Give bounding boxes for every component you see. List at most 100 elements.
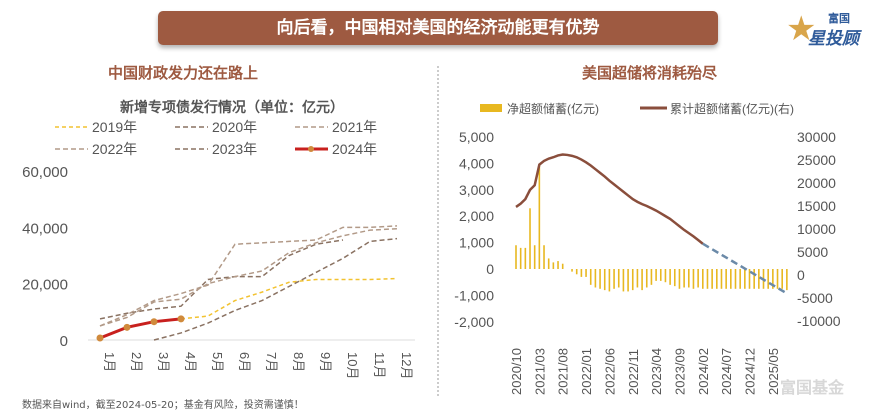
excess-savings-bar <box>547 258 550 269</box>
page-banner-title: 向后看，中国相对美国的经济动能更有优势 <box>158 11 718 45</box>
left-x-tick: 7月 <box>264 352 279 372</box>
legend-label: 2021年 <box>332 119 377 135</box>
right-chart-right-y-tick: 30000 <box>797 129 836 145</box>
excess-savings-bar <box>599 269 601 289</box>
right-x-tick: 2021/08 <box>556 348 571 395</box>
excess-savings-bar <box>533 245 536 269</box>
excess-savings-bar <box>786 269 788 291</box>
left-x-tick: 10月 <box>345 352 360 379</box>
brand-logo: ★ 富国 星投顾 <box>786 6 866 49</box>
right-chart-right-y-tick: -5000 <box>797 290 833 306</box>
series-line-2020年 <box>99 239 344 320</box>
right-chart-left-y-tick: -2,000 <box>454 314 494 330</box>
excess-savings-bar <box>772 269 774 289</box>
excess-savings-bar <box>748 269 751 289</box>
excess-savings-bar <box>631 269 634 291</box>
right-chart-right-y-tick: 5000 <box>797 244 828 260</box>
legend-label: 2020年 <box>212 119 257 135</box>
excess-savings-bar <box>706 269 709 289</box>
excess-savings-bar <box>687 269 690 288</box>
data-point-2024 <box>177 315 185 323</box>
excess-savings-bar <box>702 269 704 289</box>
right-chart-right-y-tick: 20000 <box>797 175 836 191</box>
excess-savings-bar <box>683 269 685 288</box>
right-chart-right-y-tick: -10000 <box>797 313 841 329</box>
left-x-tick: 4月 <box>183 352 198 372</box>
excess-savings-bar <box>561 263 564 269</box>
excess-savings-bar <box>538 166 541 269</box>
left-y-tick: 40,000 <box>22 220 68 237</box>
right-chart-right-y-tick: 10000 <box>797 221 836 237</box>
right-x-tick: 2025/05 <box>766 348 781 395</box>
excess-savings-bar <box>753 269 755 289</box>
logo-text-top: 富国 <box>828 12 850 25</box>
excess-savings-bar <box>776 269 779 289</box>
excess-savings-bar <box>664 269 667 283</box>
excess-savings-bar <box>608 269 611 292</box>
left-x-tick: 8月 <box>291 352 306 372</box>
excess-savings-bar <box>697 269 699 288</box>
excess-savings-bar <box>730 269 732 289</box>
excess-savings-bar <box>519 247 522 269</box>
right-x-tick: 2024/02 <box>696 348 711 395</box>
left-x-tick: 9月 <box>318 352 333 372</box>
legend-label: 2024年 <box>332 141 377 157</box>
excess-savings-bar <box>594 269 597 288</box>
legend-bar-swatch <box>480 104 502 112</box>
legend-label: 2023年 <box>212 141 257 157</box>
excess-savings-bar <box>734 269 737 289</box>
right-chart-left-y-tick: 4,000 <box>459 155 494 171</box>
right-x-tick: 2023/09 <box>672 348 687 395</box>
excess-savings-bar <box>515 245 517 269</box>
left-x-tick: 1月 <box>102 352 117 372</box>
right-chart-left-y-tick: 1,000 <box>459 235 494 251</box>
excess-savings-bar <box>627 269 629 292</box>
legend-line-label: 累计超额储蓄(亿元)(右) <box>670 101 794 116</box>
right-chart-left-y-tick: 2,000 <box>459 208 494 224</box>
right-x-tick: 2022/06 <box>602 348 617 395</box>
legend-marker <box>308 146 314 152</box>
excess-savings-bar <box>692 269 695 289</box>
left-chart-title: 新增专项债发行情况（单位：亿元） <box>120 99 344 115</box>
right-chart-right-y-tick: 25000 <box>797 152 836 168</box>
left-y-tick: 20,000 <box>22 277 68 294</box>
logo-text-bottom: 星投顾 <box>808 29 859 49</box>
right-x-tick: 2024/12 <box>743 348 758 395</box>
watermark: 富国基金 <box>780 378 845 397</box>
left-x-tick: 6月 <box>237 352 252 372</box>
right-chart-right-y-tick: 0 <box>797 267 805 283</box>
right-chart-left-y-tick: 5,000 <box>459 129 494 145</box>
excess-savings-bar <box>744 269 746 289</box>
legend-label: 2019年 <box>92 119 137 135</box>
excess-savings-bar <box>552 262 555 269</box>
excess-savings-bar <box>650 269 653 285</box>
excess-savings-bar <box>758 269 760 289</box>
series-line-2024年 <box>99 317 182 340</box>
legend-label: 2022年 <box>92 141 137 157</box>
excess-savings-bar <box>617 269 620 288</box>
legend-bar-label: 净超额储蓄(亿元) <box>507 101 599 116</box>
excess-savings-bar <box>659 269 662 281</box>
series-line-2022年 <box>99 225 398 327</box>
right-x-tick: 2022/01 <box>579 348 594 395</box>
right-chart-right-y-tick: 15000 <box>797 198 836 214</box>
excess-savings-bar <box>716 269 718 289</box>
excess-savings-bar <box>673 269 676 287</box>
left-x-tick: 2月 <box>129 352 144 372</box>
excess-savings-bar <box>580 269 583 277</box>
excess-savings-bar <box>655 269 657 281</box>
left-subtitle: 中国财政发力还在路上 <box>108 64 259 82</box>
left-y-tick: 0 <box>60 333 68 350</box>
series-line-2023年 <box>153 237 398 341</box>
excess-savings-bar <box>557 261 559 269</box>
excess-savings-bar <box>543 245 545 269</box>
series-line-2019年 <box>180 277 398 320</box>
excess-savings-bar <box>575 269 578 275</box>
series-line-2021年 <box>99 227 398 327</box>
data-point-2024 <box>123 323 131 331</box>
projection-dashed-line <box>702 242 788 295</box>
left-x-tick: 12月 <box>399 352 414 379</box>
right-x-tick: 2020/10 <box>509 348 524 395</box>
left-y-tick: 60,000 <box>22 164 68 181</box>
